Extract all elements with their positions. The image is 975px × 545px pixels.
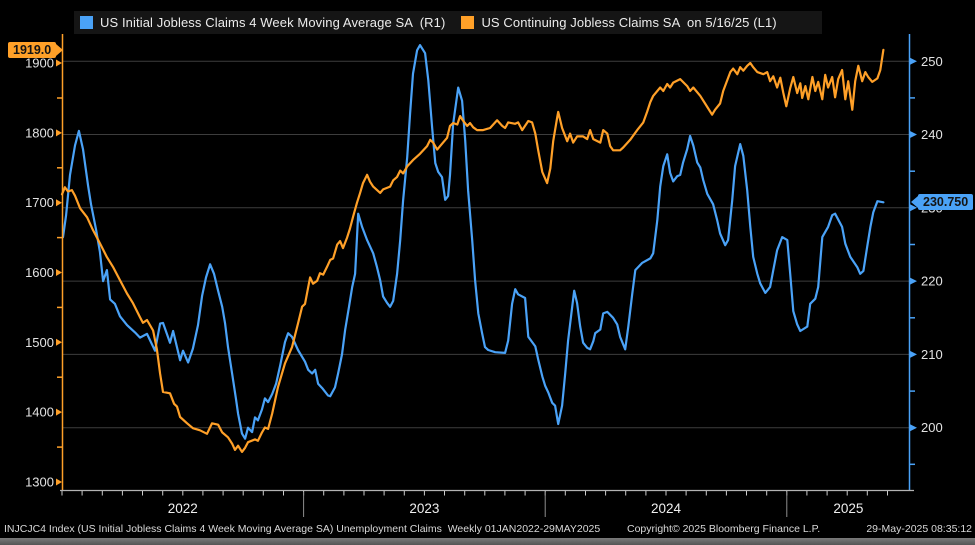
initial-claims-line	[61, 43, 885, 440]
legend-swatch-continuing-claims-icon	[461, 16, 475, 29]
left-axis-label: 1900	[25, 56, 54, 71]
left-axis-tick	[56, 129, 62, 137]
right-axis-tick	[910, 424, 917, 432]
continuing-claims-last-value-badge: 1919.0	[8, 42, 64, 58]
initial-claims-last-value-badge: 230.750	[910, 194, 974, 210]
footer: INJCJC4 Index (US Initial Jobless Claims…	[0, 523, 975, 537]
left-axis-tick	[56, 59, 62, 67]
left-axis-tick	[56, 478, 62, 486]
left-axis-tick	[56, 338, 62, 346]
footer-ticker-description: INJCJC4 Index (US Initial Jobless Claims…	[4, 523, 601, 535]
continuing-claims-last-value: 1919.0	[13, 43, 52, 57]
left-axis-label: 1800	[25, 125, 54, 140]
initial-claims-last-value: 230.750	[923, 195, 969, 209]
left-axis-label: 1300	[25, 475, 54, 490]
left-axis-tick	[56, 408, 62, 416]
right-axis-label: 210	[921, 347, 943, 362]
x-axis-year-label: 2023	[409, 501, 439, 516]
continuing-claims-line	[60, 48, 885, 453]
legend-label-continuing-claims: US Continuing Jobless Claims SA on 5/16/…	[481, 15, 777, 30]
right-axis-label: 200	[921, 420, 943, 435]
x-axis-year-label: 2024	[651, 501, 682, 516]
left-axis-label: 1500	[25, 335, 54, 350]
legend-swatch-initial-claims-icon	[80, 16, 93, 29]
left-axis-label: 1600	[25, 265, 54, 280]
right-axis-tick	[910, 350, 917, 358]
left-axis-tick	[56, 199, 62, 207]
window-bottom-edge	[0, 538, 975, 545]
legend-label-initial-claims: US Initial Jobless Claims 4 Week Moving …	[100, 15, 446, 30]
left-axis-tick	[56, 269, 62, 276]
legend-item-initial-claims[interactable]: US Initial Jobless Claims 4 Week Moving …	[80, 15, 445, 30]
left-axis-label: 1700	[25, 195, 54, 210]
x-axis-year-label: 2025	[833, 501, 863, 516]
right-axis-label: 240	[921, 127, 943, 142]
right-axis-tick	[910, 277, 917, 285]
footer-timestamp: 29-May-2025 08:35:12	[866, 523, 972, 535]
footer-copyright: Copyright© 2025 Bloomberg Finance L.P.	[627, 523, 821, 535]
right-axis-label: 250	[921, 54, 943, 69]
x-axis-year-label: 2022	[168, 501, 198, 516]
legend-item-continuing-claims[interactable]: US Continuing Jobless Claims SA on 5/16/…	[461, 15, 777, 30]
right-axis-tick	[910, 131, 917, 138]
legend-bar: US Initial Jobless Claims 4 Week Moving …	[74, 11, 822, 34]
right-axis-label: 220	[921, 274, 943, 289]
right-axis-tick	[910, 57, 917, 65]
left-axis-label: 1400	[25, 405, 54, 420]
